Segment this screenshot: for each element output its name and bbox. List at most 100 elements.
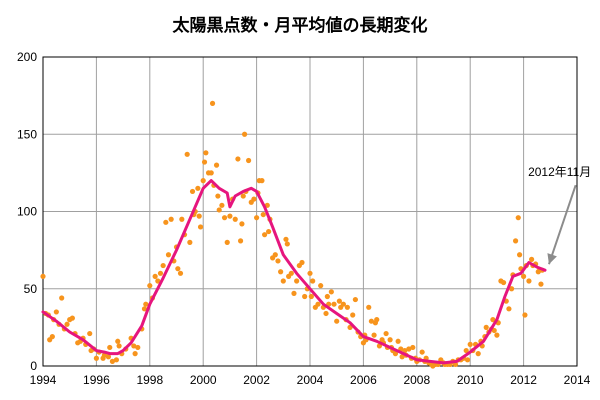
smoothed-line-series: [41, 179, 547, 365]
scatter-point: [299, 259, 305, 266]
scatter-point: [331, 301, 337, 307]
scatter-point: [328, 289, 334, 295]
scatter-point: [308, 293, 314, 300]
scatter-point: [131, 343, 137, 349]
scatter-point: [344, 304, 350, 310]
scatter-point: [410, 344, 416, 351]
annotation-arrowhead: [547, 253, 557, 265]
scatter-point: [483, 324, 489, 330]
scatter-point: [323, 310, 329, 317]
scatter-point: [272, 252, 278, 258]
scatter-point: [160, 262, 166, 269]
scatter-point: [147, 283, 153, 289]
scatter-point: [109, 358, 116, 364]
scatter-point: [195, 185, 201, 191]
scatter-point: [213, 162, 220, 168]
scatter-point: [245, 157, 252, 164]
scatter-point: [215, 193, 221, 199]
scatter-point: [522, 312, 528, 318]
scatter-point: [64, 321, 70, 327]
scatter-point: [475, 351, 481, 357]
scatter-series: [40, 100, 545, 369]
scatter-point: [280, 278, 286, 284]
scatter-point: [399, 354, 405, 360]
scatter-point: [406, 346, 412, 352]
scatter-point: [334, 318, 340, 324]
scatter-point: [383, 330, 389, 337]
x-tick-label: 2006: [350, 373, 377, 387]
scatter-point: [93, 355, 99, 361]
scatter-point: [464, 357, 471, 363]
scatter-point: [395, 338, 401, 344]
scatter-point: [189, 188, 196, 195]
x-tick-label: 2014: [564, 373, 591, 387]
scatter-point: [521, 273, 527, 279]
scatter-point: [203, 150, 209, 156]
scatter-point: [315, 301, 321, 307]
scatter-point: [515, 215, 521, 221]
scatter-point: [59, 295, 65, 301]
scatter-point: [294, 278, 300, 284]
scatter-point: [336, 298, 342, 304]
scatter-point: [374, 317, 380, 323]
scatter-point: [259, 178, 265, 184]
scatter-point: [200, 178, 206, 184]
scatter-point: [352, 296, 358, 303]
scatter-point: [490, 317, 496, 323]
scatter-point: [175, 266, 181, 272]
scatter-point: [40, 273, 46, 279]
scatter-point: [69, 315, 75, 321]
scatter-point: [141, 306, 148, 312]
scatter-point: [240, 193, 246, 199]
scatter-point: [275, 258, 281, 264]
scatter-point: [197, 224, 204, 230]
scatter-point: [266, 228, 272, 235]
scatter-point: [368, 318, 375, 324]
scatter-point: [209, 100, 216, 106]
y-tick-label: 100: [17, 205, 37, 219]
scatter-point: [115, 338, 121, 344]
x-axis-ticks: 1994 1996 1998 2000 2002 2004 2006 2008 2010 2012…: [30, 373, 591, 387]
scatter-point: [216, 207, 222, 213]
scatter-point: [239, 221, 245, 227]
scatter-point: [49, 334, 55, 340]
scatter-point: [419, 349, 425, 355]
scatter-point: [184, 151, 190, 157]
y-tick-label: 150: [17, 127, 37, 141]
scatter-point: [208, 170, 214, 176]
scatter-point: [177, 270, 184, 276]
scatter-point: [491, 327, 497, 334]
scatter-point: [251, 196, 257, 202]
scatter-point: [235, 156, 241, 162]
scatter-point: [508, 286, 515, 292]
scatter-point: [132, 351, 138, 357]
scatter-point: [163, 219, 169, 225]
x-tick-label: 1996: [83, 373, 110, 387]
x-tick-label: 2004: [297, 373, 324, 387]
annotation-arrow: [548, 184, 577, 265]
scatter-point: [283, 236, 289, 242]
y-tick-label: 200: [17, 50, 37, 64]
scatter-point: [260, 211, 266, 218]
scatter-point: [219, 202, 225, 208]
y-tick-label: 50: [24, 282, 38, 296]
scatter-point: [241, 131, 248, 137]
scatter-point: [168, 216, 174, 222]
scatter-point: [467, 341, 473, 347]
scatter-point: [227, 213, 233, 219]
scatter-point: [310, 278, 316, 284]
scatter-point: [135, 344, 141, 351]
scatter-point: [196, 213, 202, 219]
scatter-point: [262, 232, 268, 238]
scatter-point: [512, 238, 519, 244]
annotation-label: 2012年11月: [528, 165, 591, 179]
scatter-point: [302, 293, 308, 300]
scatter-point: [318, 283, 324, 289]
x-tick-label: 1998: [136, 373, 163, 387]
y-axis-ticks: 0 50 100 150 200: [17, 50, 37, 373]
scatter-point: [494, 332, 500, 338]
scatter-point: [538, 281, 544, 287]
scatter-point: [152, 273, 158, 279]
scatter-point: [87, 330, 93, 337]
